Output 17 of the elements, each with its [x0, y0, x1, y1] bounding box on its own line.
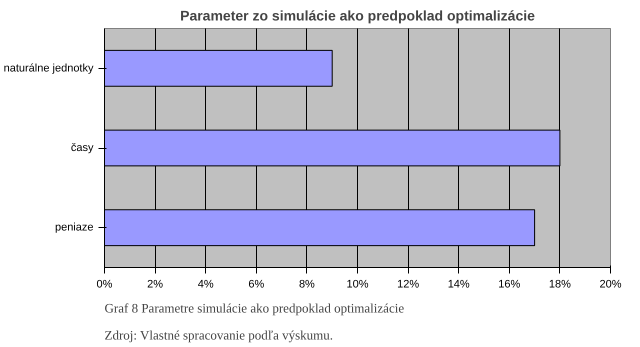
- x-tick-label: 20%: [599, 278, 622, 290]
- x-tick-label: 10%: [346, 278, 369, 290]
- y-tick-label: peniaze: [54, 222, 94, 234]
- text: Graf 8 Parametre simulácie ako predpoklad optimalizácie: [104, 300, 404, 316]
- x-tick-label: 16%: [498, 278, 521, 290]
- x-tick-label: 8%: [298, 278, 316, 290]
- x-tick-label: 14%: [448, 278, 470, 290]
- x-tick-label: 0%: [96, 278, 113, 290]
- x-tick-label: 18%: [548, 278, 572, 290]
- x-tick-label: 12%: [397, 278, 420, 290]
- text: Zdroj: Vlastné spracovanie podľa výskumu.: [104, 328, 334, 342]
- x-tick-label: 4%: [198, 278, 214, 290]
- x-tick-label: 2%: [147, 278, 164, 290]
- chart-title: Parameter zo simulácie ako predpoklad optimalizácie: [180, 8, 536, 24]
- y-tick-label: naturálne jednotky: [4, 62, 94, 74]
- y-tick-label: časy: [70, 142, 94, 154]
- x-tick-label: 6%: [248, 278, 264, 290]
